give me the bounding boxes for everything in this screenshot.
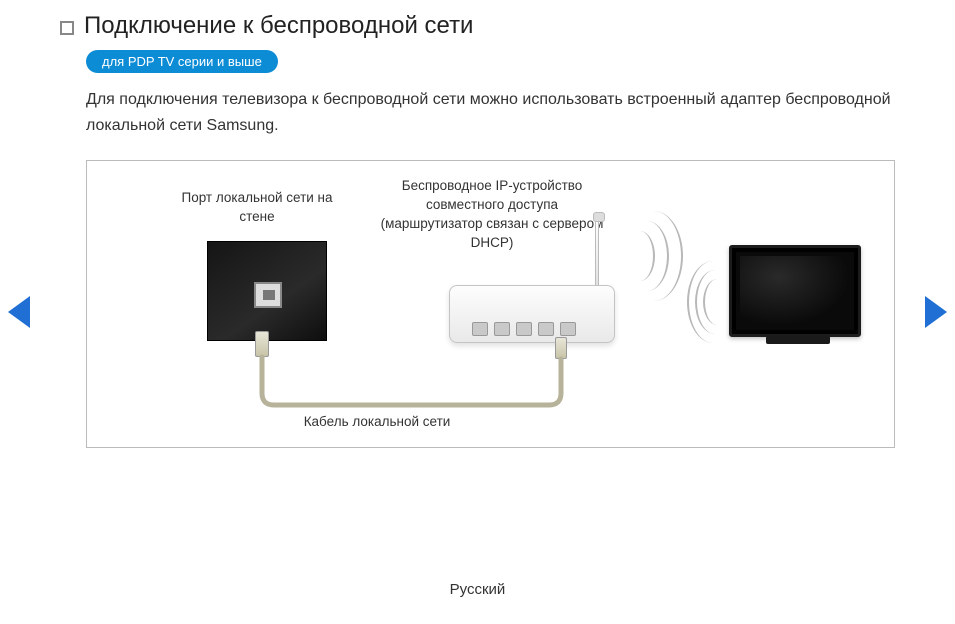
cable-plug-router-icon (555, 337, 567, 359)
cable-label: Кабель локальной сети (277, 413, 477, 432)
bullet-icon (60, 21, 74, 35)
router-label: Беспроводное IP-устройство совместного д… (377, 177, 607, 253)
footer-language: Русский (0, 581, 955, 598)
page-title: Подключение к беспроводной сети (84, 12, 473, 40)
tv-icon (729, 245, 861, 337)
wall-port-label: Порт локальной сети на стене (177, 189, 337, 227)
model-badge: для PDP TV серии и выше (86, 50, 278, 73)
cable-plug-wall-icon (255, 331, 269, 357)
nav-prev-button[interactable] (8, 296, 30, 328)
router-ports-icon (472, 322, 576, 336)
wall-plate-icon (207, 241, 327, 341)
title-row: Подключение к беспроводной сети (60, 12, 895, 40)
nav-next-button[interactable] (925, 296, 947, 328)
diagram-container: Порт локальной сети на стене Беспроводно… (86, 160, 895, 448)
description-text: Для подключения телевизора к беспроводно… (86, 87, 895, 138)
router-icon (449, 285, 615, 343)
lan-port-icon (254, 282, 282, 308)
